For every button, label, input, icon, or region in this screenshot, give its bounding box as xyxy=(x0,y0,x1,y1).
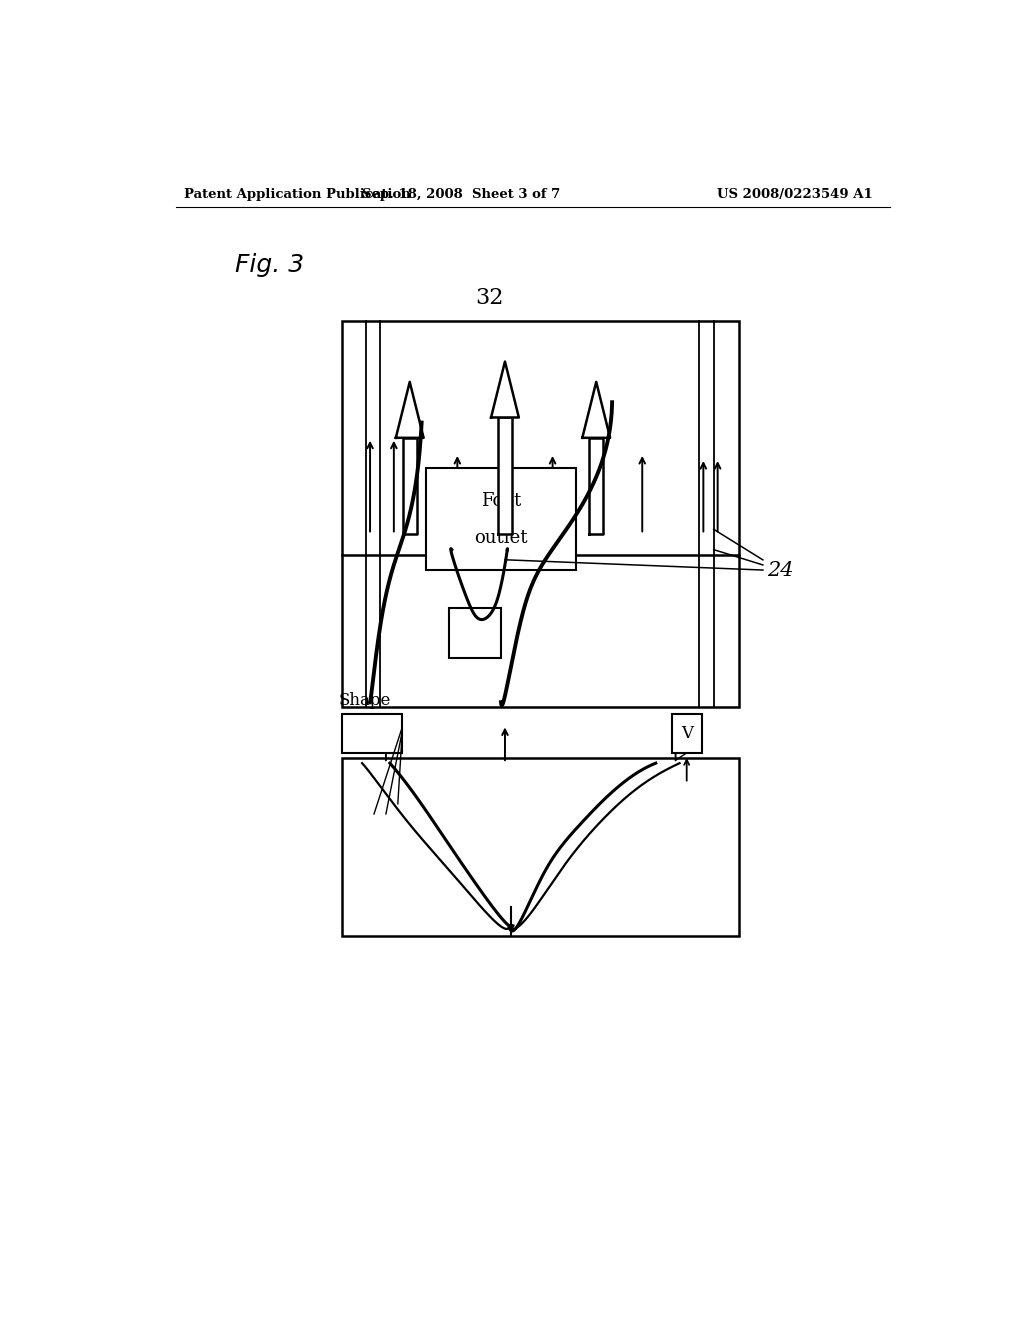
Bar xyxy=(342,758,739,936)
Text: Fig. 3: Fig. 3 xyxy=(236,253,304,277)
Text: US 2008/0223549 A1: US 2008/0223549 A1 xyxy=(717,189,872,202)
Text: Shape: Shape xyxy=(338,692,391,709)
Bar xyxy=(426,469,577,570)
Text: outlet: outlet xyxy=(474,528,527,546)
Polygon shape xyxy=(498,417,512,535)
Polygon shape xyxy=(589,438,603,535)
Polygon shape xyxy=(402,438,417,535)
Polygon shape xyxy=(396,381,424,438)
Text: Patent Application Publication: Patent Application Publication xyxy=(183,189,411,202)
Text: Foot: Foot xyxy=(481,492,521,510)
Text: 24: 24 xyxy=(767,561,794,579)
Text: V: V xyxy=(681,725,692,742)
Bar xyxy=(342,321,739,708)
Text: 32: 32 xyxy=(475,286,503,309)
Polygon shape xyxy=(583,381,610,438)
Text: Sep. 18, 2008  Sheet 3 of 7: Sep. 18, 2008 Sheet 3 of 7 xyxy=(362,189,560,202)
Bar xyxy=(342,714,401,752)
Bar xyxy=(672,714,701,752)
Polygon shape xyxy=(492,362,519,417)
Bar xyxy=(450,607,501,659)
